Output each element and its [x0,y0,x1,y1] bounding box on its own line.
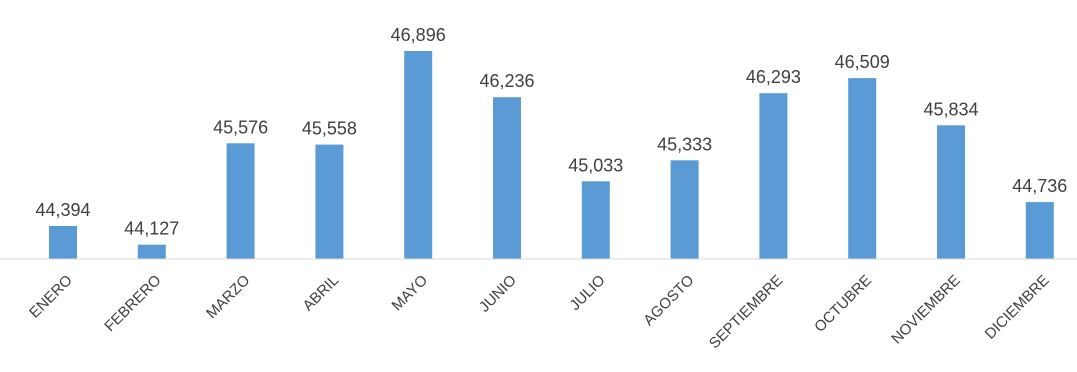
bar-octubre [848,78,877,259]
data-label-marzo: 45,576 [213,117,268,137]
data-label-julio: 45,033 [568,155,623,175]
bar-diciembre [1025,202,1054,259]
x-tick-label-abril: ABRIL [300,272,343,315]
data-labels-layer: 44,394 44,127 45,576 45,558 46,896 46,236 45,0… [35,25,1067,239]
bars-layer [49,51,1054,259]
data-label-mayo: 46,896 [391,25,446,45]
x-tick-label-enero: ENERO [26,272,76,322]
data-label-agosto: 45,333 [657,134,712,154]
x-tick-label-noviembre: NOVIEMBRE [888,272,964,348]
x-tick-label-diciembre: DICIEMBRE [982,272,1053,343]
x-tick-label-septiembre: SEPTIEMBRE [706,272,786,352]
bar-noviembre [937,125,965,259]
data-label-febrero: 44,127 [124,219,179,239]
x-tick-label-octubre: OCTUBRE [811,272,875,336]
x-tick-label-julio: JULIO [567,272,609,314]
bar-abril [315,144,344,259]
data-label-enero: 44,394 [35,200,90,220]
bar-mayo [404,51,433,259]
x-tick-label-agosto: AGOSTO [640,272,697,329]
data-label-noviembre: 45,834 [923,99,978,119]
data-label-octubre: 46,509 [835,52,890,72]
bar-julio [581,181,610,259]
bar-febrero [137,244,166,259]
bar-enero [49,226,77,259]
x-tick-labels-layer: ENERO FEBRERO MARZO ABRIL MAYO JUNIO JULIO AGOS… [26,272,1053,352]
bar-agosto [670,160,699,259]
x-tick-label-marzo: MARZO [203,272,253,322]
bar-septiembre [759,93,788,259]
data-label-septiembre: 46,293 [746,67,801,87]
x-tick-label-junio: JUNIO [476,272,520,316]
bar-junio [493,97,521,259]
x-tick-label-mayo: MAYO [389,272,431,314]
data-label-diciembre: 44,736 [1012,176,1067,196]
bar-marzo [226,143,255,259]
data-label-abril: 45,558 [302,119,357,139]
data-label-junio: 46,236 [479,71,534,91]
x-tick-label-febrero: FEBRERO [101,272,164,335]
